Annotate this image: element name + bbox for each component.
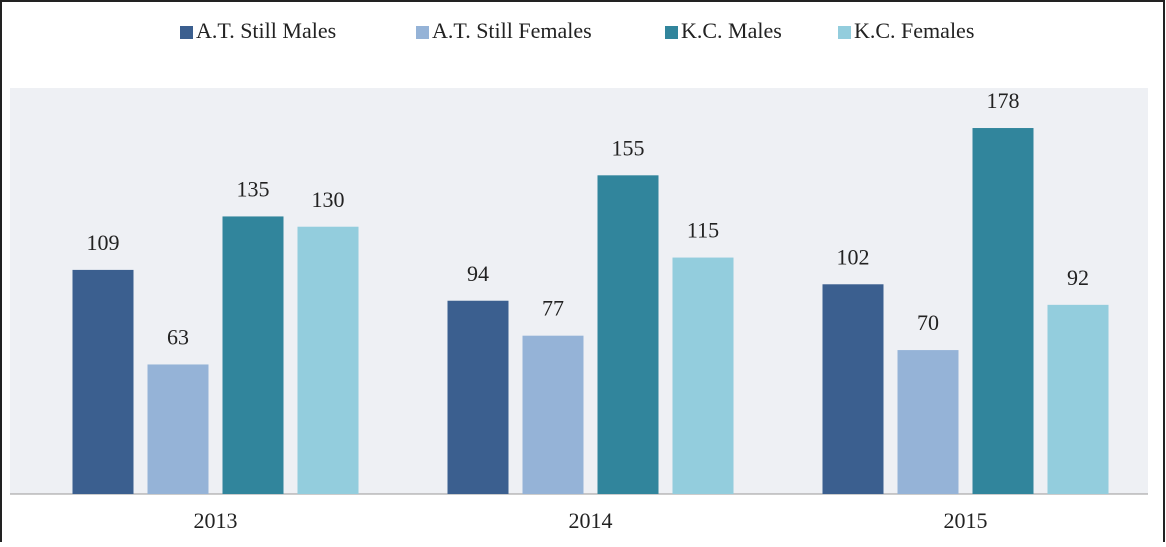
x-tick-label: 2013 [194, 508, 238, 533]
x-tick-label: 2014 [569, 508, 613, 533]
bar [147, 364, 209, 494]
data-label: 155 [612, 135, 645, 160]
x-tick-label: 2015 [944, 508, 988, 533]
data-label: 135 [237, 176, 270, 201]
data-label: 130 [312, 187, 345, 212]
legend-swatch [665, 26, 678, 39]
data-label: 115 [687, 218, 719, 243]
data-label: 70 [917, 310, 939, 335]
bar [447, 300, 509, 494]
data-label: 109 [87, 230, 120, 255]
bar [597, 175, 659, 494]
bar [522, 335, 584, 494]
legend-label: K.C. Females [854, 18, 974, 43]
bar [222, 216, 284, 494]
legend-label: A.T. Still Males [196, 18, 336, 43]
legend-label: K.C. Males [681, 18, 782, 43]
bar [897, 350, 959, 494]
data-label: 63 [167, 325, 189, 350]
legend-swatch [180, 26, 193, 39]
data-label: 77 [542, 296, 564, 321]
legend-swatch [838, 26, 851, 39]
bar [822, 284, 884, 494]
bar [972, 128, 1034, 495]
bar [1047, 304, 1109, 494]
data-label: 178 [987, 88, 1020, 113]
legend-swatch [416, 26, 429, 39]
bar [297, 226, 359, 494]
data-label: 102 [837, 244, 870, 269]
data-label: 94 [467, 261, 489, 286]
data-label: 92 [1067, 265, 1089, 290]
bar [672, 257, 734, 494]
legend-label: A.T. Still Females [432, 18, 592, 43]
bar [72, 269, 134, 494]
